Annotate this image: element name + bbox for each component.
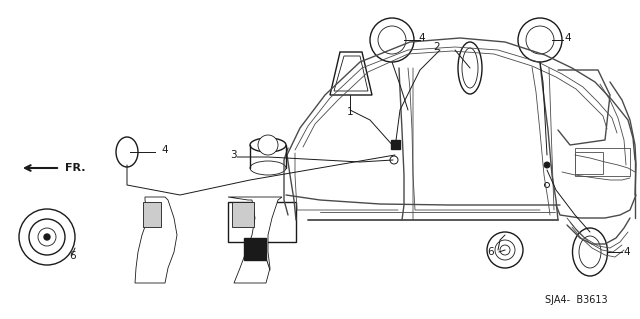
Ellipse shape — [116, 137, 138, 167]
Circle shape — [390, 156, 398, 164]
Text: 4: 4 — [564, 33, 572, 43]
Polygon shape — [334, 56, 368, 91]
Circle shape — [258, 135, 278, 155]
Bar — [391, 140, 400, 149]
Text: 3: 3 — [230, 150, 236, 160]
Text: 5: 5 — [255, 241, 261, 251]
Ellipse shape — [579, 236, 601, 268]
Circle shape — [544, 162, 550, 168]
Bar — [228, 202, 296, 242]
Circle shape — [545, 182, 550, 188]
Bar — [232, 202, 254, 227]
Polygon shape — [135, 197, 177, 283]
Ellipse shape — [250, 161, 286, 175]
Text: 1: 1 — [347, 107, 353, 117]
Text: 4: 4 — [162, 145, 168, 155]
Text: 4: 4 — [624, 247, 630, 257]
Bar — [575, 152, 603, 174]
Text: 4: 4 — [419, 33, 426, 43]
Circle shape — [29, 219, 65, 255]
Bar — [143, 202, 161, 227]
Polygon shape — [330, 52, 372, 95]
Circle shape — [500, 245, 510, 255]
Text: FR.: FR. — [65, 163, 86, 173]
Text: 6: 6 — [70, 251, 76, 261]
Text: SJA4-  B3613: SJA4- B3613 — [545, 295, 607, 305]
Polygon shape — [228, 197, 282, 283]
Ellipse shape — [458, 42, 482, 94]
Text: 6: 6 — [488, 247, 494, 257]
Circle shape — [19, 209, 75, 265]
Bar — [575, 148, 630, 176]
Circle shape — [518, 18, 562, 62]
Bar — [244, 238, 266, 260]
Circle shape — [378, 26, 406, 54]
Circle shape — [487, 232, 523, 268]
Circle shape — [526, 26, 554, 54]
Ellipse shape — [250, 138, 286, 152]
Ellipse shape — [462, 48, 478, 88]
Circle shape — [495, 240, 515, 260]
Text: 2: 2 — [434, 42, 440, 52]
Ellipse shape — [573, 228, 607, 276]
Circle shape — [370, 18, 414, 62]
Circle shape — [44, 234, 50, 240]
Circle shape — [38, 228, 56, 246]
